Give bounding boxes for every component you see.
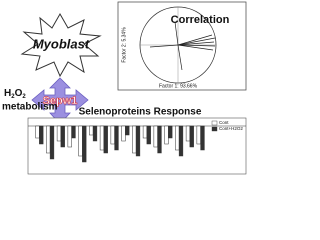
bar	[89, 125, 94, 136]
sub: 2	[11, 94, 15, 100]
loading-vectors	[149, 21, 216, 71]
myoblast-burst	[20, 12, 102, 78]
bar	[67, 125, 72, 148]
bar	[168, 125, 173, 139]
bar	[110, 125, 115, 145]
o: O	[15, 88, 23, 99]
bar	[146, 125, 151, 145]
legend-swatch	[211, 126, 218, 132]
bar	[132, 125, 137, 154]
bar	[71, 125, 76, 139]
metabolism-label: metabolism	[2, 102, 58, 113]
graphical-abstract: Myoblast Sepw1 H2O2 metabolism Correlati…	[2, 1, 247, 175]
bar	[196, 125, 201, 145]
sub: 2	[22, 94, 26, 100]
correlation-frame	[117, 1, 247, 91]
bar	[125, 125, 130, 136]
sepw1-label: Sepw1	[43, 95, 78, 107]
legend-swatch	[211, 120, 218, 126]
bar	[46, 125, 51, 154]
bar	[142, 125, 148, 139]
bar	[60, 125, 65, 148]
bar	[99, 125, 105, 151]
bar	[121, 125, 126, 142]
legend-label: Cont	[219, 120, 229, 125]
bar	[56, 125, 62, 142]
x-axis-label: Factor 1: 93.66%	[159, 83, 198, 89]
bar	[178, 125, 184, 157]
h2o2-label: H2O2	[4, 88, 26, 100]
y-axis-label: Factor 2: 5.34%	[121, 27, 127, 63]
bar	[114, 125, 119, 151]
response-title: Selenoproteins Response	[79, 107, 202, 118]
bar	[35, 125, 40, 139]
bar	[135, 125, 141, 157]
bar	[92, 125, 98, 142]
bar	[185, 125, 191, 142]
correlation-title: Correlation	[171, 14, 230, 26]
bar	[175, 125, 180, 151]
bar	[82, 125, 87, 163]
bar	[164, 125, 169, 145]
h: H	[4, 88, 11, 99]
bar	[153, 125, 158, 148]
myoblast-label: Myoblast	[33, 36, 90, 51]
bar	[78, 125, 83, 157]
bar	[49, 125, 55, 160]
bar	[200, 125, 205, 151]
bar	[157, 125, 162, 154]
bar	[189, 125, 194, 148]
legend-label: Cont+H2O2	[219, 126, 243, 131]
bar	[39, 125, 44, 145]
bars	[35, 125, 205, 163]
bar	[103, 125, 108, 154]
